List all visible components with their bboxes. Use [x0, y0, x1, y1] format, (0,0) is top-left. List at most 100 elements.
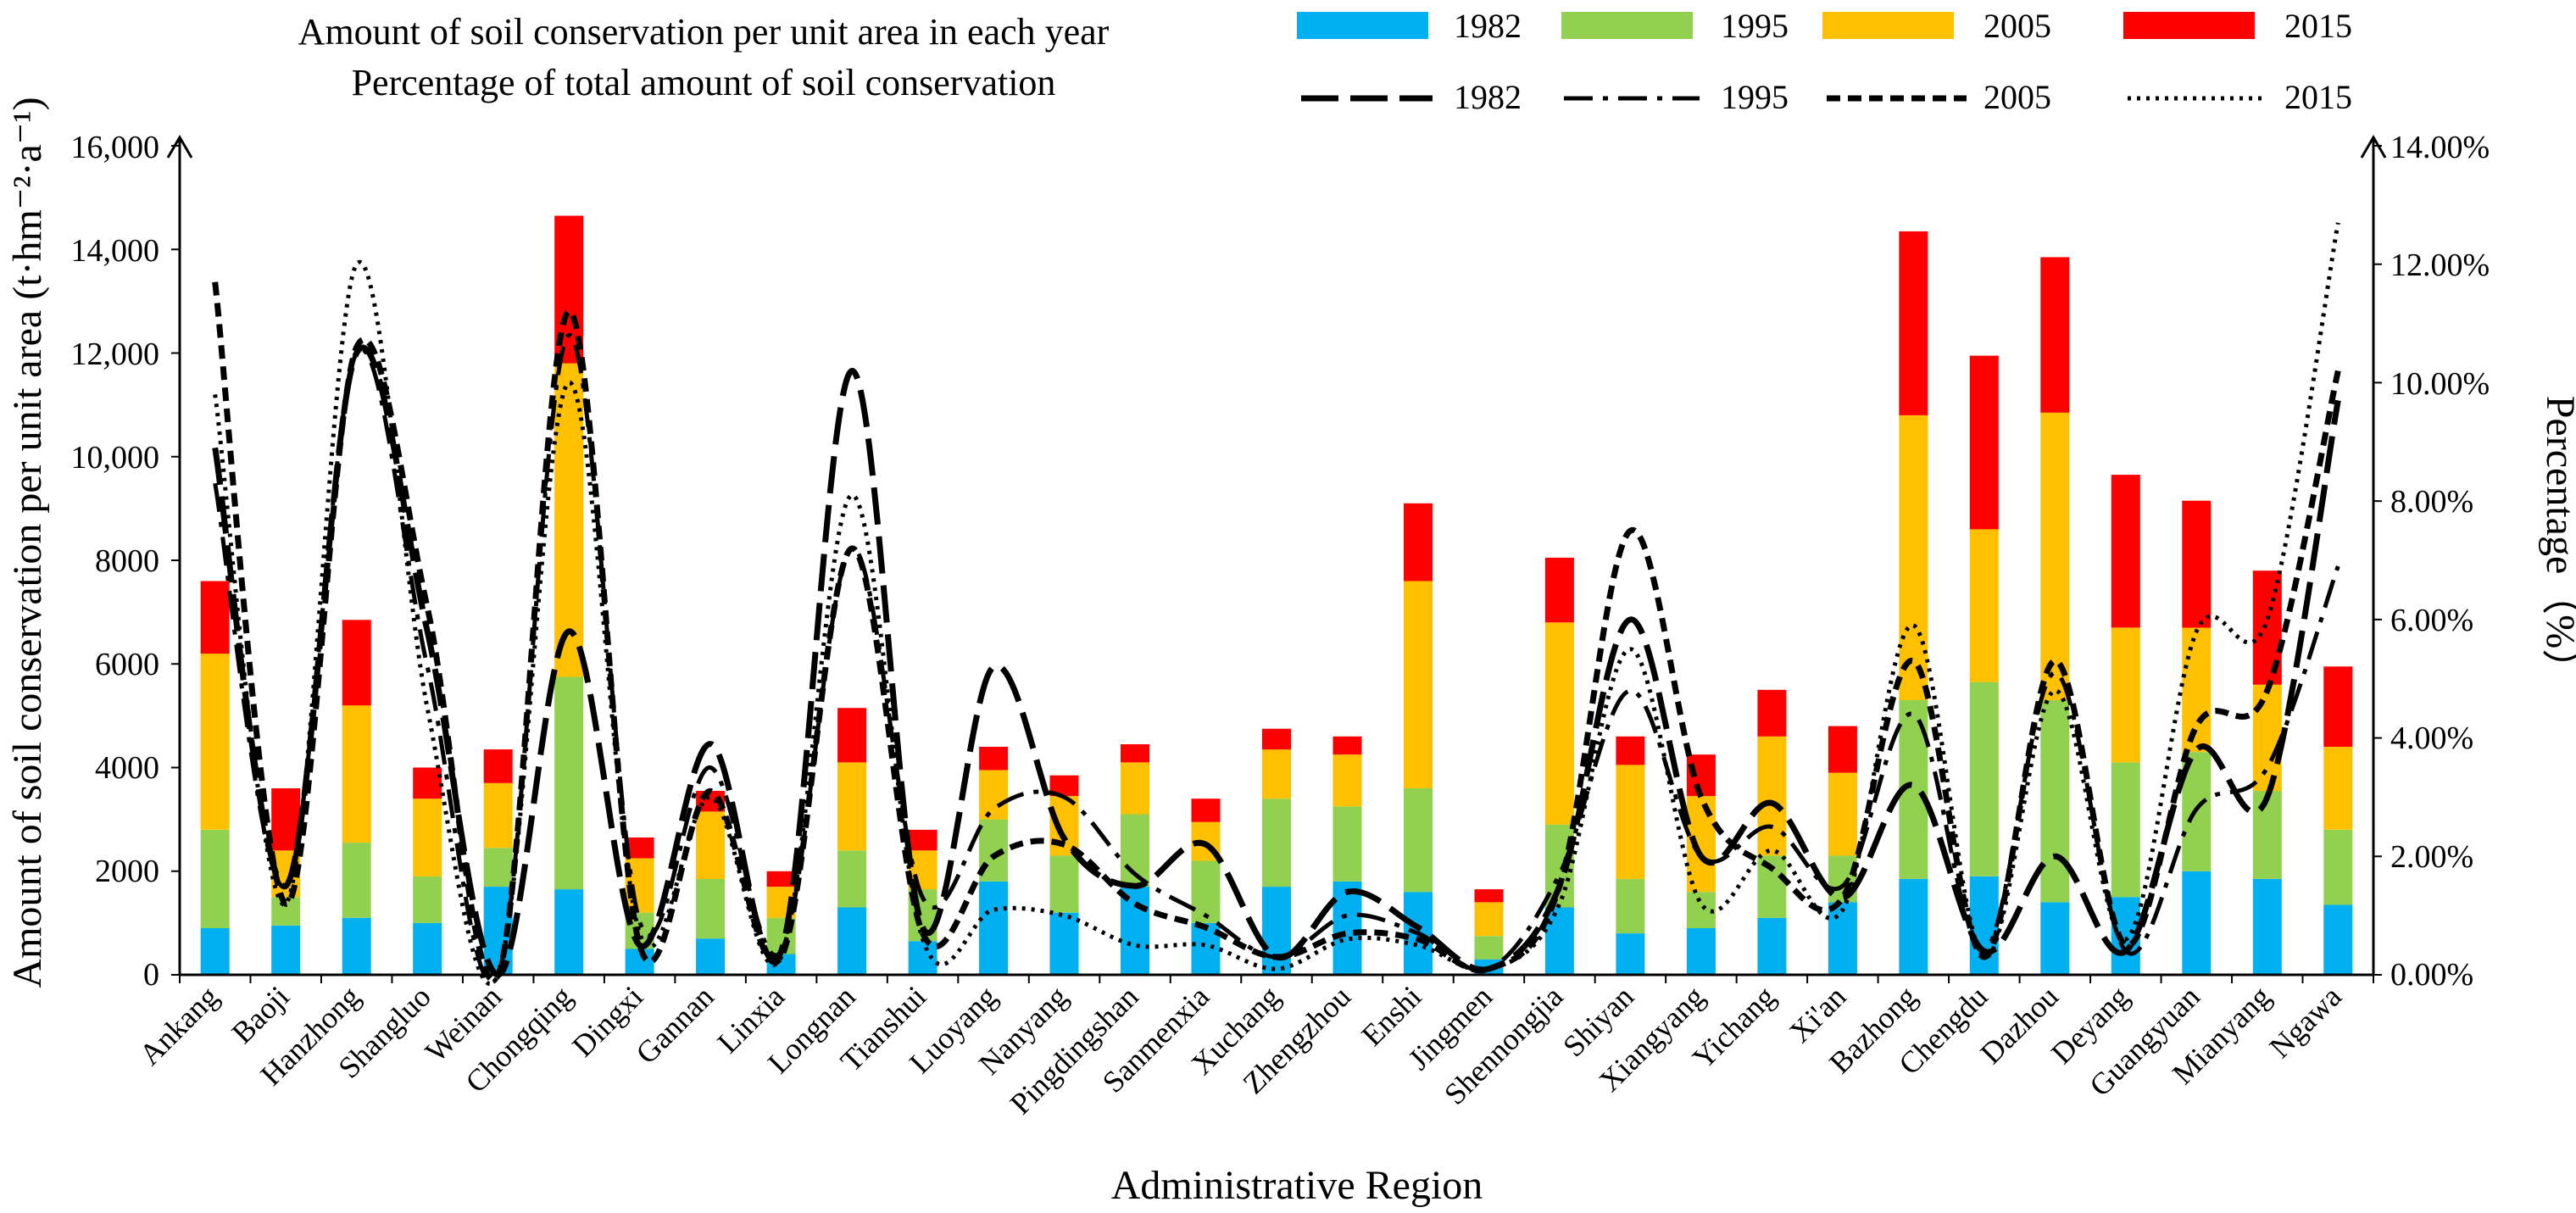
bar-2005-27	[2040, 412, 2070, 700]
bar-1982-6	[554, 889, 584, 975]
bar-1995-17	[1333, 806, 1362, 882]
bar-1995-19	[1474, 936, 1504, 960]
bar-1982-24	[1828, 902, 1857, 975]
bar-1982-20	[1544, 907, 1574, 975]
y2-tick-label: 14.00%	[2390, 130, 2490, 165]
bar-2005-31	[2323, 747, 2353, 830]
bar-1995-5	[483, 848, 513, 887]
y2-tick-label: 0.00%	[2390, 957, 2473, 993]
bar-1982-30	[2252, 878, 2282, 975]
bar-2005-17	[1333, 754, 1362, 807]
bar-2015-19	[1474, 889, 1504, 903]
percentage-line-1995	[213, 332, 2340, 985]
y2-axis-arrow	[2360, 135, 2387, 159]
bar-2005-21	[1616, 765, 1645, 879]
bar-1982-4	[413, 922, 442, 975]
bar-1982-22	[1686, 928, 1716, 975]
bar-2005-16	[1262, 749, 1291, 799]
bar-2015-20	[1544, 557, 1574, 623]
y-tick-label: 2000	[95, 854, 159, 889]
bar-2015-28	[2111, 475, 2140, 628]
x-tick-label: Ankang	[133, 979, 225, 1071]
y-tick-label: 4000	[95, 750, 159, 786]
bar-1982-1	[200, 928, 230, 975]
bar-1995-15	[1191, 860, 1221, 923]
y-axis-title: Amount of soil conservation per unit are…	[5, 97, 50, 988]
bar-1982-14	[1121, 887, 1149, 975]
bar-1995-3	[342, 843, 371, 918]
bar-2015-23	[1757, 689, 1787, 737]
bar-1995-26	[1969, 682, 1999, 876]
bar-1995-13	[1049, 855, 1079, 913]
y2-tick-label: 12.00%	[2390, 248, 2490, 283]
bar-2015-31	[2323, 666, 2353, 747]
bar-2005-18	[1404, 581, 1433, 788]
bar-1995-21	[1616, 878, 1645, 934]
y-tick-label: 16,000	[71, 130, 160, 165]
bar-1982-25	[1899, 878, 1928, 975]
bar-1982-2	[271, 925, 301, 975]
legend-bars: 1982 1995 2005 2015	[1297, 7, 2352, 45]
bar-1995-28	[2111, 762, 2140, 898]
bar-1982-3	[342, 917, 371, 975]
legend-swatch-2005	[1822, 12, 1954, 39]
bar-2005-1	[200, 654, 230, 830]
bar-2015-29	[2182, 500, 2212, 628]
bar-2005-25	[1899, 415, 1928, 700]
bar-2015-25	[1899, 231, 1928, 415]
bar-1995-6	[554, 676, 584, 890]
bar-2005-14	[1121, 762, 1149, 815]
bar-2015-3	[342, 620, 371, 706]
bar-2015-12	[979, 747, 1009, 771]
bar-2015-9	[766, 871, 796, 887]
bar-2015-26	[1969, 355, 1999, 530]
bar-2005-23	[1757, 736, 1787, 856]
bar-1995-22	[1686, 892, 1716, 928]
bar-1982-16	[1262, 887, 1291, 975]
bar-2005-4	[413, 798, 442, 876]
bar-1982-29	[2182, 871, 2212, 976]
chart-title-line-2: Percentage of total amount of soil conse…	[352, 62, 1056, 103]
y2-tick-label: 4.00%	[2390, 721, 2473, 756]
bar-2005-22	[1686, 796, 1716, 893]
bar-1995-4	[413, 876, 442, 923]
y-tick-label: 0	[143, 957, 159, 993]
percentage-line-2015	[213, 222, 2340, 986]
y-tick-label: 6000	[95, 647, 159, 682]
bar-1982-27	[2040, 902, 2070, 975]
bar-1995-16	[1262, 798, 1291, 887]
bar-1982-21	[1616, 933, 1645, 975]
legend-swatch-1995	[1561, 12, 1693, 39]
legend-swatch-1982	[1297, 12, 1428, 39]
bar-2015-15	[1191, 798, 1221, 822]
bar-2015-11	[908, 829, 937, 851]
legend-label-bar-2005: 2005	[1983, 7, 2051, 45]
bar-1982-26	[1969, 876, 1999, 975]
bar-1995-18	[1404, 788, 1433, 893]
bar-1982-10	[837, 907, 867, 975]
y2-tick-label: 8.00%	[2390, 484, 2473, 520]
bar-2005-19	[1474, 902, 1504, 937]
axes-layer	[166, 135, 2387, 983]
bar-2005-12	[979, 770, 1009, 820]
bar-2005-20	[1544, 622, 1574, 825]
bar-1995-27	[2040, 700, 2070, 903]
y-tick-label: 10,000	[71, 440, 160, 476]
bar-2015-14	[1121, 744, 1149, 763]
bar-1995-1	[200, 829, 230, 928]
legend-label-line-2005: 2005	[1983, 78, 2051, 116]
bar-2015-24	[1828, 726, 1857, 773]
bar-2015-27	[2040, 257, 2070, 413]
legend-label-line-2015: 2015	[2284, 78, 2352, 116]
y-tick-label: 12,000	[71, 337, 160, 372]
x-axis-title: Administrative Region	[1111, 1163, 1483, 1208]
bar-1982-8	[696, 938, 726, 975]
bar-1982-12	[979, 882, 1009, 975]
legend-label-line-1982: 1982	[1454, 78, 1522, 116]
legend-label-bar-2015: 2015	[2284, 7, 2352, 45]
bar-1982-13	[1049, 912, 1079, 975]
category-labels: Ankang BaojiHanzhongShangluoWeinanChongqi…	[133, 979, 2348, 1121]
bar-2015-16	[1262, 728, 1291, 750]
bar-1982-23	[1757, 917, 1787, 975]
